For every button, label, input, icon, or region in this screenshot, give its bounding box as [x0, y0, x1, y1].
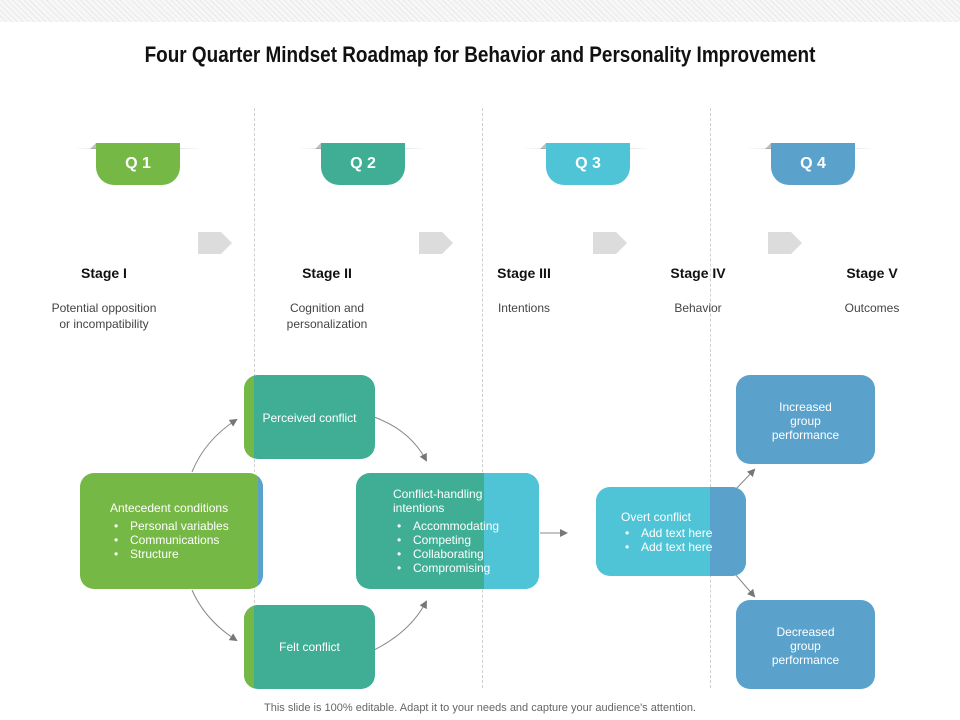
stage-title-4: Stage IV — [670, 265, 726, 281]
list-item: Structure — [110, 547, 249, 561]
box-title: intentions — [393, 501, 445, 515]
box-text-line: group — [790, 414, 821, 428]
box-text-line: performance — [771, 428, 840, 442]
box-content: Overt conflict Add text here Add text he… — [596, 487, 746, 576]
arrow-to-felt — [191, 589, 238, 642]
stage-arrow-icon — [768, 232, 802, 254]
list-item: Accommodating — [393, 519, 525, 533]
top-stripe-decoration — [0, 0, 960, 22]
bullet-list: Accommodating Competing Collaborating Co… — [393, 519, 525, 575]
stage-desc-line: personalization — [286, 317, 368, 331]
conflict-handling-intentions-box: Conflict-handling intentions Accommodati… — [356, 473, 539, 589]
list-item: Add text here — [621, 526, 732, 540]
arrow-to-perceived — [191, 418, 238, 473]
box-content: Antecedent conditions Personal variables… — [80, 473, 263, 589]
stage-arrow-icon — [198, 232, 232, 254]
box-edge — [258, 473, 263, 589]
box-content: Felt conflict — [244, 605, 375, 689]
stage-desc-3: Intentions — [454, 300, 594, 316]
antecedent-conditions-box: Antecedent conditions Personal variables… — [80, 473, 263, 589]
box-title: Overt conflict — [621, 509, 692, 524]
increased-performance-box: Increased group performance — [736, 375, 875, 464]
stage-desc-4: Behavior — [628, 300, 768, 316]
quarter-tab-q3: Q 3 — [540, 143, 630, 185]
arrow-to-decreased — [734, 573, 756, 598]
overt-conflict-box: Overt conflict Add text here Add text he… — [596, 487, 746, 576]
slide-title: Four Quarter Mindset Roadmap for Behavio… — [144, 42, 816, 67]
box-content: Increased group performance — [736, 375, 875, 464]
bullet-list: Add text here Add text here — [621, 526, 732, 554]
box-text-line: group — [790, 639, 821, 653]
box-text-line: Increased — [779, 400, 832, 414]
list-item: Communications — [110, 533, 249, 547]
quarter-tab-q4: Q 4 — [765, 143, 855, 185]
felt-conflict-box: Felt conflict — [244, 605, 375, 689]
stage-title-1: Stage I — [81, 265, 127, 281]
arrow-to-intentions-top — [373, 416, 427, 462]
box-text-line: Decreased — [776, 625, 835, 639]
box-title: Perceived conflict — [262, 411, 357, 425]
stage-title-3: Stage III — [497, 265, 551, 281]
stage-title-5: Stage V — [846, 265, 898, 281]
stage-desc-line: Potential opposition — [51, 301, 157, 315]
decreased-performance-box: Decreased group performance — [736, 600, 875, 689]
box-content: Decreased group performance — [736, 600, 875, 689]
column-divider — [482, 108, 483, 688]
box-content: Perceived conflict — [244, 375, 375, 459]
stage-arrow-icon — [419, 232, 453, 254]
stage-desc-line: or incompatibility — [59, 317, 149, 331]
list-item: Personal variables — [110, 519, 249, 533]
quarter-tab-q2: Q 2 — [315, 143, 405, 185]
list-item: Compromising — [393, 561, 525, 575]
list-item: Competing — [393, 533, 525, 547]
stage-desc-line: Outcomes — [844, 301, 900, 315]
box-title: Conflict-handling — [393, 487, 483, 501]
bullet-list: Personal variables Communications Struct… — [110, 519, 249, 561]
box-title: Antecedent conditions — [110, 501, 229, 515]
box-edge — [244, 605, 254, 689]
column-divider — [710, 108, 711, 688]
stage-desc-line: Behavior — [674, 301, 722, 315]
quarter-tab-q1: Q 1 — [90, 143, 180, 185]
stage-arrow-icon — [593, 232, 627, 254]
box-content: Conflict-handling intentions Accommodati… — [356, 473, 539, 589]
box-edge — [244, 375, 254, 459]
box-text-line: performance — [771, 653, 840, 667]
perceived-conflict-box: Perceived conflict — [244, 375, 375, 459]
box-title: Felt conflict — [279, 640, 340, 654]
list-item: Collaborating — [393, 547, 525, 561]
stage-desc-line: Intentions — [497, 301, 551, 315]
stage-title-2: Stage II — [302, 265, 352, 281]
stage-desc-1: Potential opposition or incompatibility — [34, 300, 174, 332]
arrow-to-intentions-bottom — [373, 600, 427, 651]
stage-desc-line: Cognition and — [289, 301, 365, 315]
list-item: Add text here — [621, 540, 732, 554]
footer-note: This slide is 100% editable. Adapt it to… — [264, 702, 696, 714]
stage-desc-5: Outcomes — [802, 300, 942, 316]
stage-desc-2: Cognition and personalization — [257, 300, 397, 332]
